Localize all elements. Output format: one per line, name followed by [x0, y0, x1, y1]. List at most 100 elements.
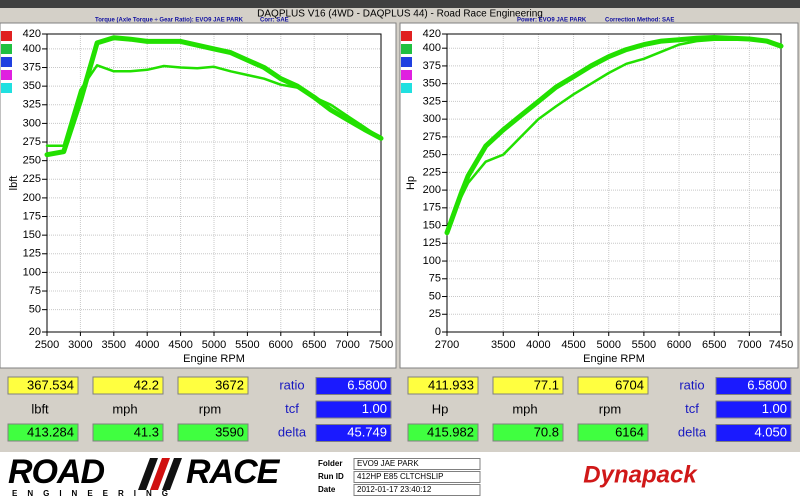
x-axis-label: Engine RPM [183, 353, 245, 365]
chart-panel [0, 22, 397, 369]
y-tick-label: 75 [429, 273, 441, 285]
logo-slashes [138, 458, 182, 490]
y-tick-label: 100 [423, 255, 441, 267]
y-tick-label: 375 [23, 61, 41, 73]
line-series [445, 38, 783, 236]
setting-box[interactable] [315, 377, 392, 395]
readout-value: 77.1 [534, 377, 559, 392]
readout-box [177, 376, 249, 395]
swatch[interactable] [401, 57, 412, 67]
y-tick-label: 275 [423, 131, 441, 143]
readout-box [92, 376, 164, 395]
info-value: 2012-01-17 23:40:12 [357, 485, 432, 494]
setting-label: tcf [285, 401, 299, 416]
logo-road: ROAD [8, 453, 105, 491]
readout-box [92, 423, 164, 442]
x-tick-label: 3500 [102, 339, 126, 351]
readout-value: 413.284 [27, 424, 74, 439]
setting-label: delta [678, 424, 707, 439]
y-tick-label: 25 [429, 308, 441, 320]
y-tick-label: 75 [29, 285, 41, 297]
x-tick-label: 4000 [135, 339, 159, 351]
x-tick-label: 7500 [369, 339, 393, 351]
x-tick-label: 6500 [702, 339, 726, 351]
header-title: DAQPLUS V16 (4WD - DAQPLUS 44) - Road Ra… [257, 9, 543, 20]
swatch[interactable] [401, 70, 412, 80]
setting-value: 1.00 [362, 401, 387, 416]
y-tick-label: 250 [423, 149, 441, 161]
setting-value: 4.050 [754, 424, 787, 439]
readout-value: 42.2 [134, 377, 159, 392]
x-tick-label: 3000 [68, 339, 92, 351]
y-tick-label: 50 [429, 290, 441, 302]
readout-unit: lbft [31, 401, 49, 416]
x-tick-label: 5500 [235, 339, 259, 351]
setting-box[interactable] [715, 400, 792, 419]
swatch[interactable] [1, 57, 12, 67]
chart-panel [399, 22, 799, 369]
line-series [444, 35, 784, 236]
y-tick-label: 375 [423, 60, 441, 72]
y-tick-label: 250 [23, 155, 41, 167]
readout-value: 3672 [215, 377, 244, 392]
info-label: Folder [318, 459, 342, 468]
readout-value: 415.982 [427, 424, 474, 439]
readout-value: 70.8 [534, 424, 559, 439]
setting-label: ratio [679, 377, 704, 392]
y-tick-label: 225 [23, 173, 41, 185]
readout-box [407, 376, 479, 395]
readout-unit: rpm [199, 401, 221, 416]
caption: Correction Method: SAE [605, 18, 674, 24]
x-tick-label: 7000 [335, 339, 359, 351]
x-tick-label: 4000 [526, 339, 550, 351]
setting-box[interactable] [715, 377, 792, 395]
swatch[interactable] [1, 31, 12, 41]
swatch[interactable] [1, 44, 12, 54]
x-tick-label: 6000 [667, 339, 691, 351]
swatch[interactable] [401, 44, 412, 54]
readout-box [7, 423, 79, 442]
title-bar[interactable] [0, 0, 800, 8]
setting-box[interactable] [315, 424, 392, 442]
x-tick-label: 3500 [491, 339, 515, 351]
brand: Dynapack [583, 461, 698, 488]
info-value: EVO9 JAE PARK [357, 459, 419, 468]
readout-box [577, 423, 649, 442]
readout-value: 3590 [215, 424, 244, 439]
readout-unit: mph [512, 401, 537, 416]
plot-frame [446, 33, 782, 333]
setting-box[interactable] [315, 400, 392, 419]
info-box [353, 458, 481, 470]
y-tick-label: 325 [423, 95, 441, 107]
info-label: Date [318, 485, 336, 494]
setting-value: 45.749 [347, 424, 387, 439]
setting-box[interactable] [715, 424, 792, 442]
y-tick-label: 200 [23, 192, 41, 204]
y-axis-label: Hp [405, 176, 417, 190]
x-tick-label: 6500 [302, 339, 326, 351]
x-axis-label: Engine RPM [583, 353, 645, 365]
info-value: 412HP E85 CLTCHSLIP [357, 472, 443, 481]
x-tick-label: 4500 [561, 339, 585, 351]
readout-value: 6164 [615, 424, 644, 439]
logo-race: RACE [186, 453, 281, 491]
swatch[interactable] [1, 70, 12, 80]
y-tick-label: 50 [29, 304, 41, 316]
swatch[interactable] [401, 83, 412, 93]
swatch[interactable] [1, 83, 12, 93]
y-tick-label: 420 [423, 28, 441, 40]
readout-unit: mph [112, 401, 137, 416]
y-tick-label: 175 [23, 210, 41, 222]
readout-box [7, 376, 79, 395]
info-label: Run ID [318, 472, 344, 481]
y-tick-label: 400 [23, 43, 41, 55]
readout-value: 6704 [615, 377, 644, 392]
swatch[interactable] [401, 31, 412, 41]
y-tick-label: 300 [423, 113, 441, 125]
y-tick-label: 150 [23, 229, 41, 241]
y-tick-label: 325 [23, 99, 41, 111]
y-tick-label: 100 [23, 266, 41, 278]
x-tick-label: 2700 [435, 339, 459, 351]
